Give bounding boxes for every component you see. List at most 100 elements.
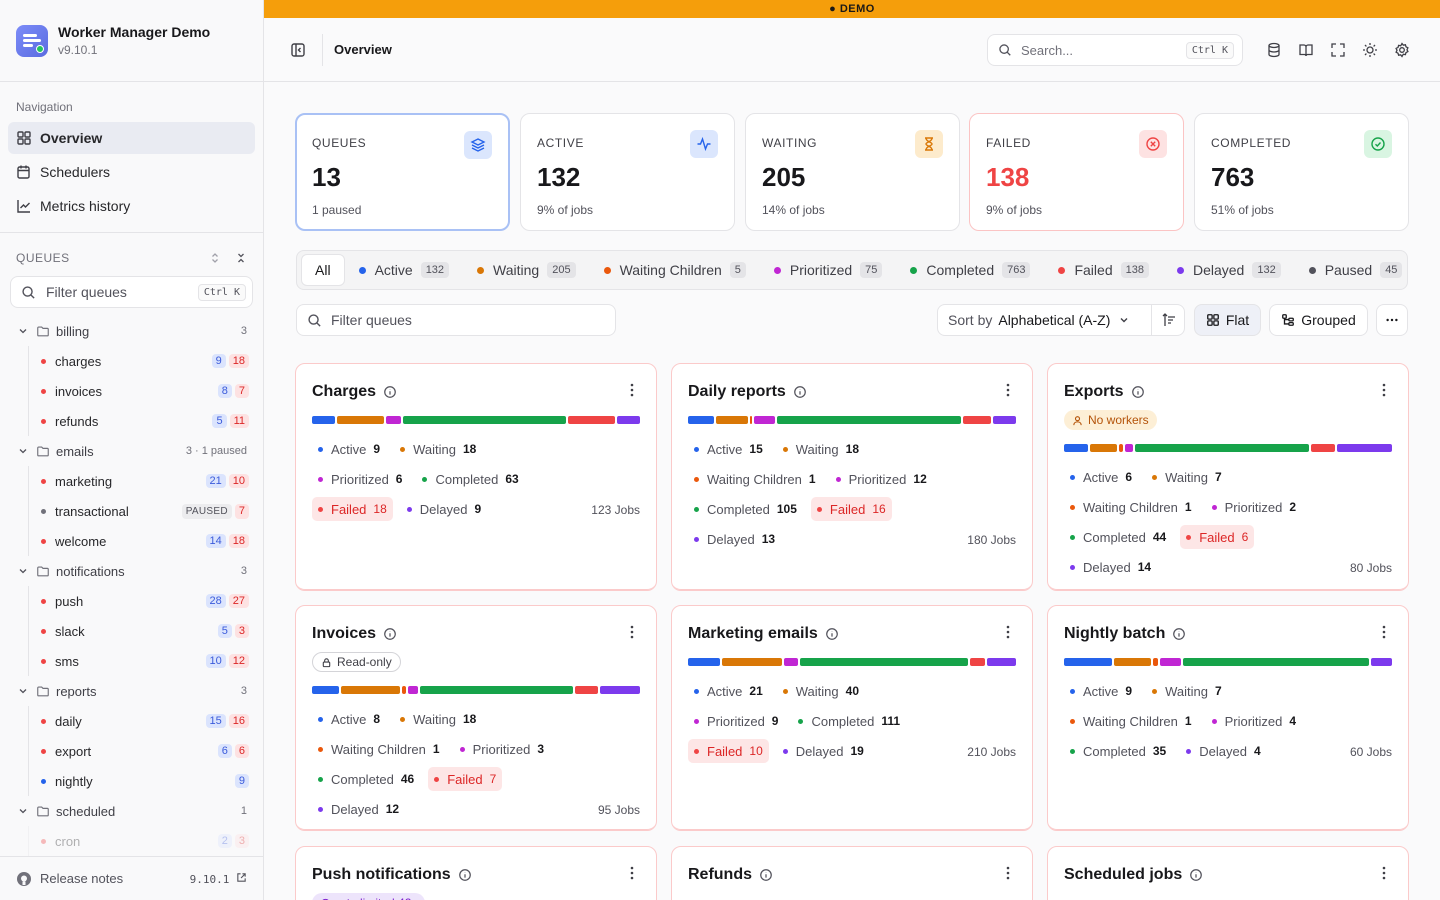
settings-button[interactable]: [1393, 41, 1411, 59]
kebab-menu-icon[interactable]: [1000, 624, 1016, 640]
stat-card-failed[interactable]: FAILED 138 9% of jobs: [969, 113, 1184, 231]
queue-item-slack[interactable]: slack 5 3: [28, 616, 263, 646]
kebab-menu-icon[interactable]: [1376, 865, 1392, 881]
queue-item-refunds[interactable]: refunds 5 11: [28, 406, 263, 436]
queue-item-daily[interactable]: daily 15 16: [28, 706, 263, 736]
more-options-button[interactable]: [1376, 304, 1408, 336]
kebab-menu-icon[interactable]: [1000, 382, 1016, 398]
stat-delayed[interactable]: Delayed 4: [1180, 739, 1266, 763]
database-button[interactable]: [1265, 41, 1283, 59]
info-icon[interactable]: [825, 627, 839, 641]
stat-completed[interactable]: Completed 44: [1064, 525, 1172, 549]
queue-group-billing[interactable]: billing 3: [0, 316, 263, 346]
tab-prioritized[interactable]: Prioritized 75: [760, 254, 897, 286]
flat-view-button[interactable]: Flat: [1194, 304, 1261, 336]
queue-item-sms[interactable]: sms 10 12: [28, 646, 263, 676]
nav-item-overview[interactable]: Overview: [8, 122, 255, 154]
queue-item-cron[interactable]: cron 2 3: [28, 826, 263, 856]
queue-card-push-notifications[interactable]: Push notifications rate limited 42s: [295, 846, 657, 900]
info-icon[interactable]: [759, 868, 773, 882]
stat-delayed[interactable]: Delayed 9: [401, 497, 487, 521]
stat-active[interactable]: Active 21: [688, 679, 769, 703]
queue-card-nightly-batch[interactable]: Nightly batch Active 9 Waiting 7 Waiting Chil…: [1047, 605, 1409, 831]
stat-waiting_children[interactable]: Waiting Children 1: [1064, 495, 1198, 519]
stat-waiting[interactable]: Waiting 40: [777, 679, 865, 703]
stat-prioritized[interactable]: Prioritized 4: [1206, 709, 1302, 733]
queue-group-reports[interactable]: reports 3: [0, 676, 263, 706]
queue-item-invoices[interactable]: invoices 8 7: [28, 376, 263, 406]
stat-completed[interactable]: Completed 105: [688, 497, 803, 521]
stat-card-active[interactable]: ACTIVE 132 9% of jobs: [520, 113, 735, 231]
stat-active[interactable]: Active 6: [1064, 465, 1138, 489]
stat-waiting[interactable]: Waiting 18: [777, 437, 865, 461]
stat-waiting[interactable]: Waiting 7: [1146, 465, 1228, 489]
stat-active[interactable]: Active 8: [312, 707, 386, 731]
stat-completed[interactable]: Completed 63: [416, 467, 524, 491]
stat-delayed[interactable]: Delayed 14: [1064, 555, 1157, 579]
sidebar-toggle-button[interactable]: [288, 40, 308, 60]
stat-failed[interactable]: Failed 18: [312, 497, 393, 521]
stat-active[interactable]: Active 15: [688, 437, 769, 461]
stat-failed[interactable]: Failed 7: [428, 767, 503, 791]
stat-prioritized[interactable]: Prioritized 9: [688, 709, 784, 733]
queue-item-marketing[interactable]: marketing 21 10: [28, 466, 263, 496]
stat-card-completed[interactable]: COMPLETED 763 51% of jobs: [1194, 113, 1409, 231]
tab-completed[interactable]: Completed 763: [896, 254, 1044, 286]
queue-item-transactional[interactable]: transactional PAUSED 7: [28, 496, 263, 526]
queue-item-welcome[interactable]: welcome 14 18: [28, 526, 263, 556]
stat-completed[interactable]: Completed 111: [792, 709, 906, 733]
info-icon[interactable]: [383, 627, 397, 641]
stat-failed[interactable]: Failed 6: [1180, 525, 1255, 549]
queue-item-nightly[interactable]: nightly 9: [28, 766, 263, 796]
grouped-view-button[interactable]: Grouped: [1269, 304, 1368, 336]
queue-card-invoices[interactable]: Invoices Read-only Active 8 Waiting 18 Waiting…: [295, 605, 657, 831]
stat-failed[interactable]: Failed 10: [688, 739, 769, 763]
fullscreen-button[interactable]: [1329, 41, 1347, 59]
queue-card-charges[interactable]: Charges Active 9 Waiting 18 Prioritized 6 Compl…: [295, 363, 657, 591]
stat-active[interactable]: Active 9: [312, 437, 386, 461]
collapse-all-icon[interactable]: [235, 252, 247, 264]
queue-card-exports[interactable]: Exports No workers Active 6 Waiting 7 Waiting …: [1047, 363, 1409, 591]
stat-waiting_children[interactable]: Waiting Children 1: [1064, 709, 1198, 733]
queue-card-marketing-emails[interactable]: Marketing emails Active 21 Waiting 40 Priorit…: [671, 605, 1033, 831]
stat-completed[interactable]: Completed 46: [312, 767, 420, 791]
queue-filter-main-input[interactable]: Filter queues: [296, 304, 616, 336]
stat-delayed[interactable]: Delayed 12: [312, 797, 405, 821]
expand-all-icon[interactable]: [209, 252, 221, 264]
info-icon[interactable]: [1189, 868, 1203, 882]
info-icon[interactable]: [383, 385, 397, 399]
tab-active[interactable]: Active 132: [345, 254, 463, 286]
stat-completed[interactable]: Completed 35: [1064, 739, 1172, 763]
stat-card-waiting[interactable]: WAITING 205 14% of jobs: [745, 113, 960, 231]
queue-item-export[interactable]: export 6 6: [28, 736, 263, 766]
tab-all[interactable]: All: [301, 254, 345, 286]
stat-prioritized[interactable]: Prioritized 6: [312, 467, 408, 491]
queue-card-scheduled-jobs[interactable]: Scheduled jobs: [1047, 846, 1409, 900]
stat-prioritized[interactable]: Prioritized 3: [454, 737, 550, 761]
queue-item-push[interactable]: push 28 27: [28, 586, 263, 616]
stat-active[interactable]: Active 9: [1064, 679, 1138, 703]
stat-prioritized[interactable]: Prioritized 12: [830, 467, 933, 491]
queue-group-notifications[interactable]: notifications 3: [0, 556, 263, 586]
queue-card-refunds[interactable]: Refunds: [671, 846, 1033, 900]
stat-card-queues[interactable]: QUEUES 13 1 paused: [295, 113, 510, 231]
tab-failed[interactable]: Failed 138: [1044, 254, 1163, 286]
stat-waiting_children[interactable]: Waiting Children 1: [312, 737, 446, 761]
queue-group-emails[interactable]: emails 3 · 1 paused: [0, 436, 263, 466]
stat-failed[interactable]: Failed 16: [810, 497, 892, 521]
queue-group-scheduled[interactable]: scheduled 1: [0, 796, 263, 826]
tab-delayed[interactable]: Delayed 132: [1163, 254, 1295, 286]
tab-paused[interactable]: Paused 45: [1295, 254, 1407, 286]
stat-waiting[interactable]: Waiting 7: [1146, 679, 1228, 703]
queue-item-charges[interactable]: charges 9 18: [28, 346, 263, 376]
search-input[interactable]: Search... Ctrl K: [987, 34, 1243, 66]
kebab-menu-icon[interactable]: [624, 382, 640, 398]
docs-button[interactable]: [1297, 41, 1315, 59]
kebab-menu-icon[interactable]: [624, 624, 640, 640]
info-icon[interactable]: [1172, 627, 1186, 641]
info-icon[interactable]: [458, 868, 472, 882]
kebab-menu-icon[interactable]: [624, 865, 640, 881]
nav-item-metrics-history[interactable]: Metrics history: [8, 190, 255, 222]
stat-waiting[interactable]: Waiting 18: [394, 437, 482, 461]
stat-waiting_children[interactable]: Waiting Children 1: [688, 467, 822, 491]
